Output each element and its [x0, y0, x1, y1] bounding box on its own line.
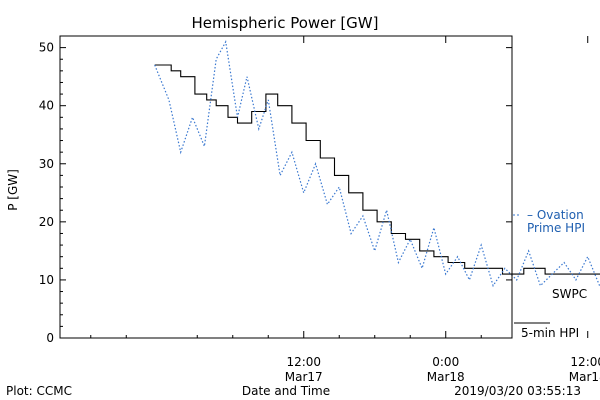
- ovation-legend-line1: – Ovation: [527, 208, 584, 222]
- ovation-prime-line: [154, 39, 600, 288]
- y-axis-ticks: 0 10 20 30 40 50: [39, 41, 512, 345]
- hpi-5min-line: [154, 64, 600, 275]
- y-axis-label: P [GW]: [6, 169, 20, 211]
- y-tick-label: 0: [46, 331, 54, 345]
- swpc-legend-line1: SWPC: [552, 287, 587, 301]
- x-tick-date: Mar18: [569, 370, 600, 384]
- ovation-legend-line2: Prime HPI: [527, 221, 585, 235]
- x-tick-date: Mar18: [427, 370, 465, 384]
- chart-title: Hemispheric Power [GW]: [192, 14, 379, 32]
- plot-timestamp: 2019/03/20 03:55:13: [454, 384, 581, 398]
- y-tick-label: 10: [39, 273, 54, 287]
- x-axis-label: Date and Time: [242, 384, 330, 398]
- x-tick-time: 12:00: [570, 355, 600, 369]
- y-tick-label: 20: [39, 215, 54, 229]
- plot-frame: [59, 35, 513, 339]
- x-tick-time: 12:00: [286, 355, 321, 369]
- y-tick-label: 40: [39, 99, 54, 113]
- x-tick-time: 0:00: [432, 355, 459, 369]
- y-tick-label: 50: [39, 41, 54, 55]
- plot-credit: Plot: CCMC: [6, 384, 72, 398]
- y-tick-label: 30: [39, 157, 54, 171]
- x-axis-ticks: 12:00Mar170:00Mar1812:00Mar180:00Mar1912…: [90, 36, 600, 384]
- swpc-legend-line2: 5-min HPI: [521, 326, 579, 340]
- series-group: [154, 39, 600, 288]
- x-tick-date: Mar17: [285, 370, 323, 384]
